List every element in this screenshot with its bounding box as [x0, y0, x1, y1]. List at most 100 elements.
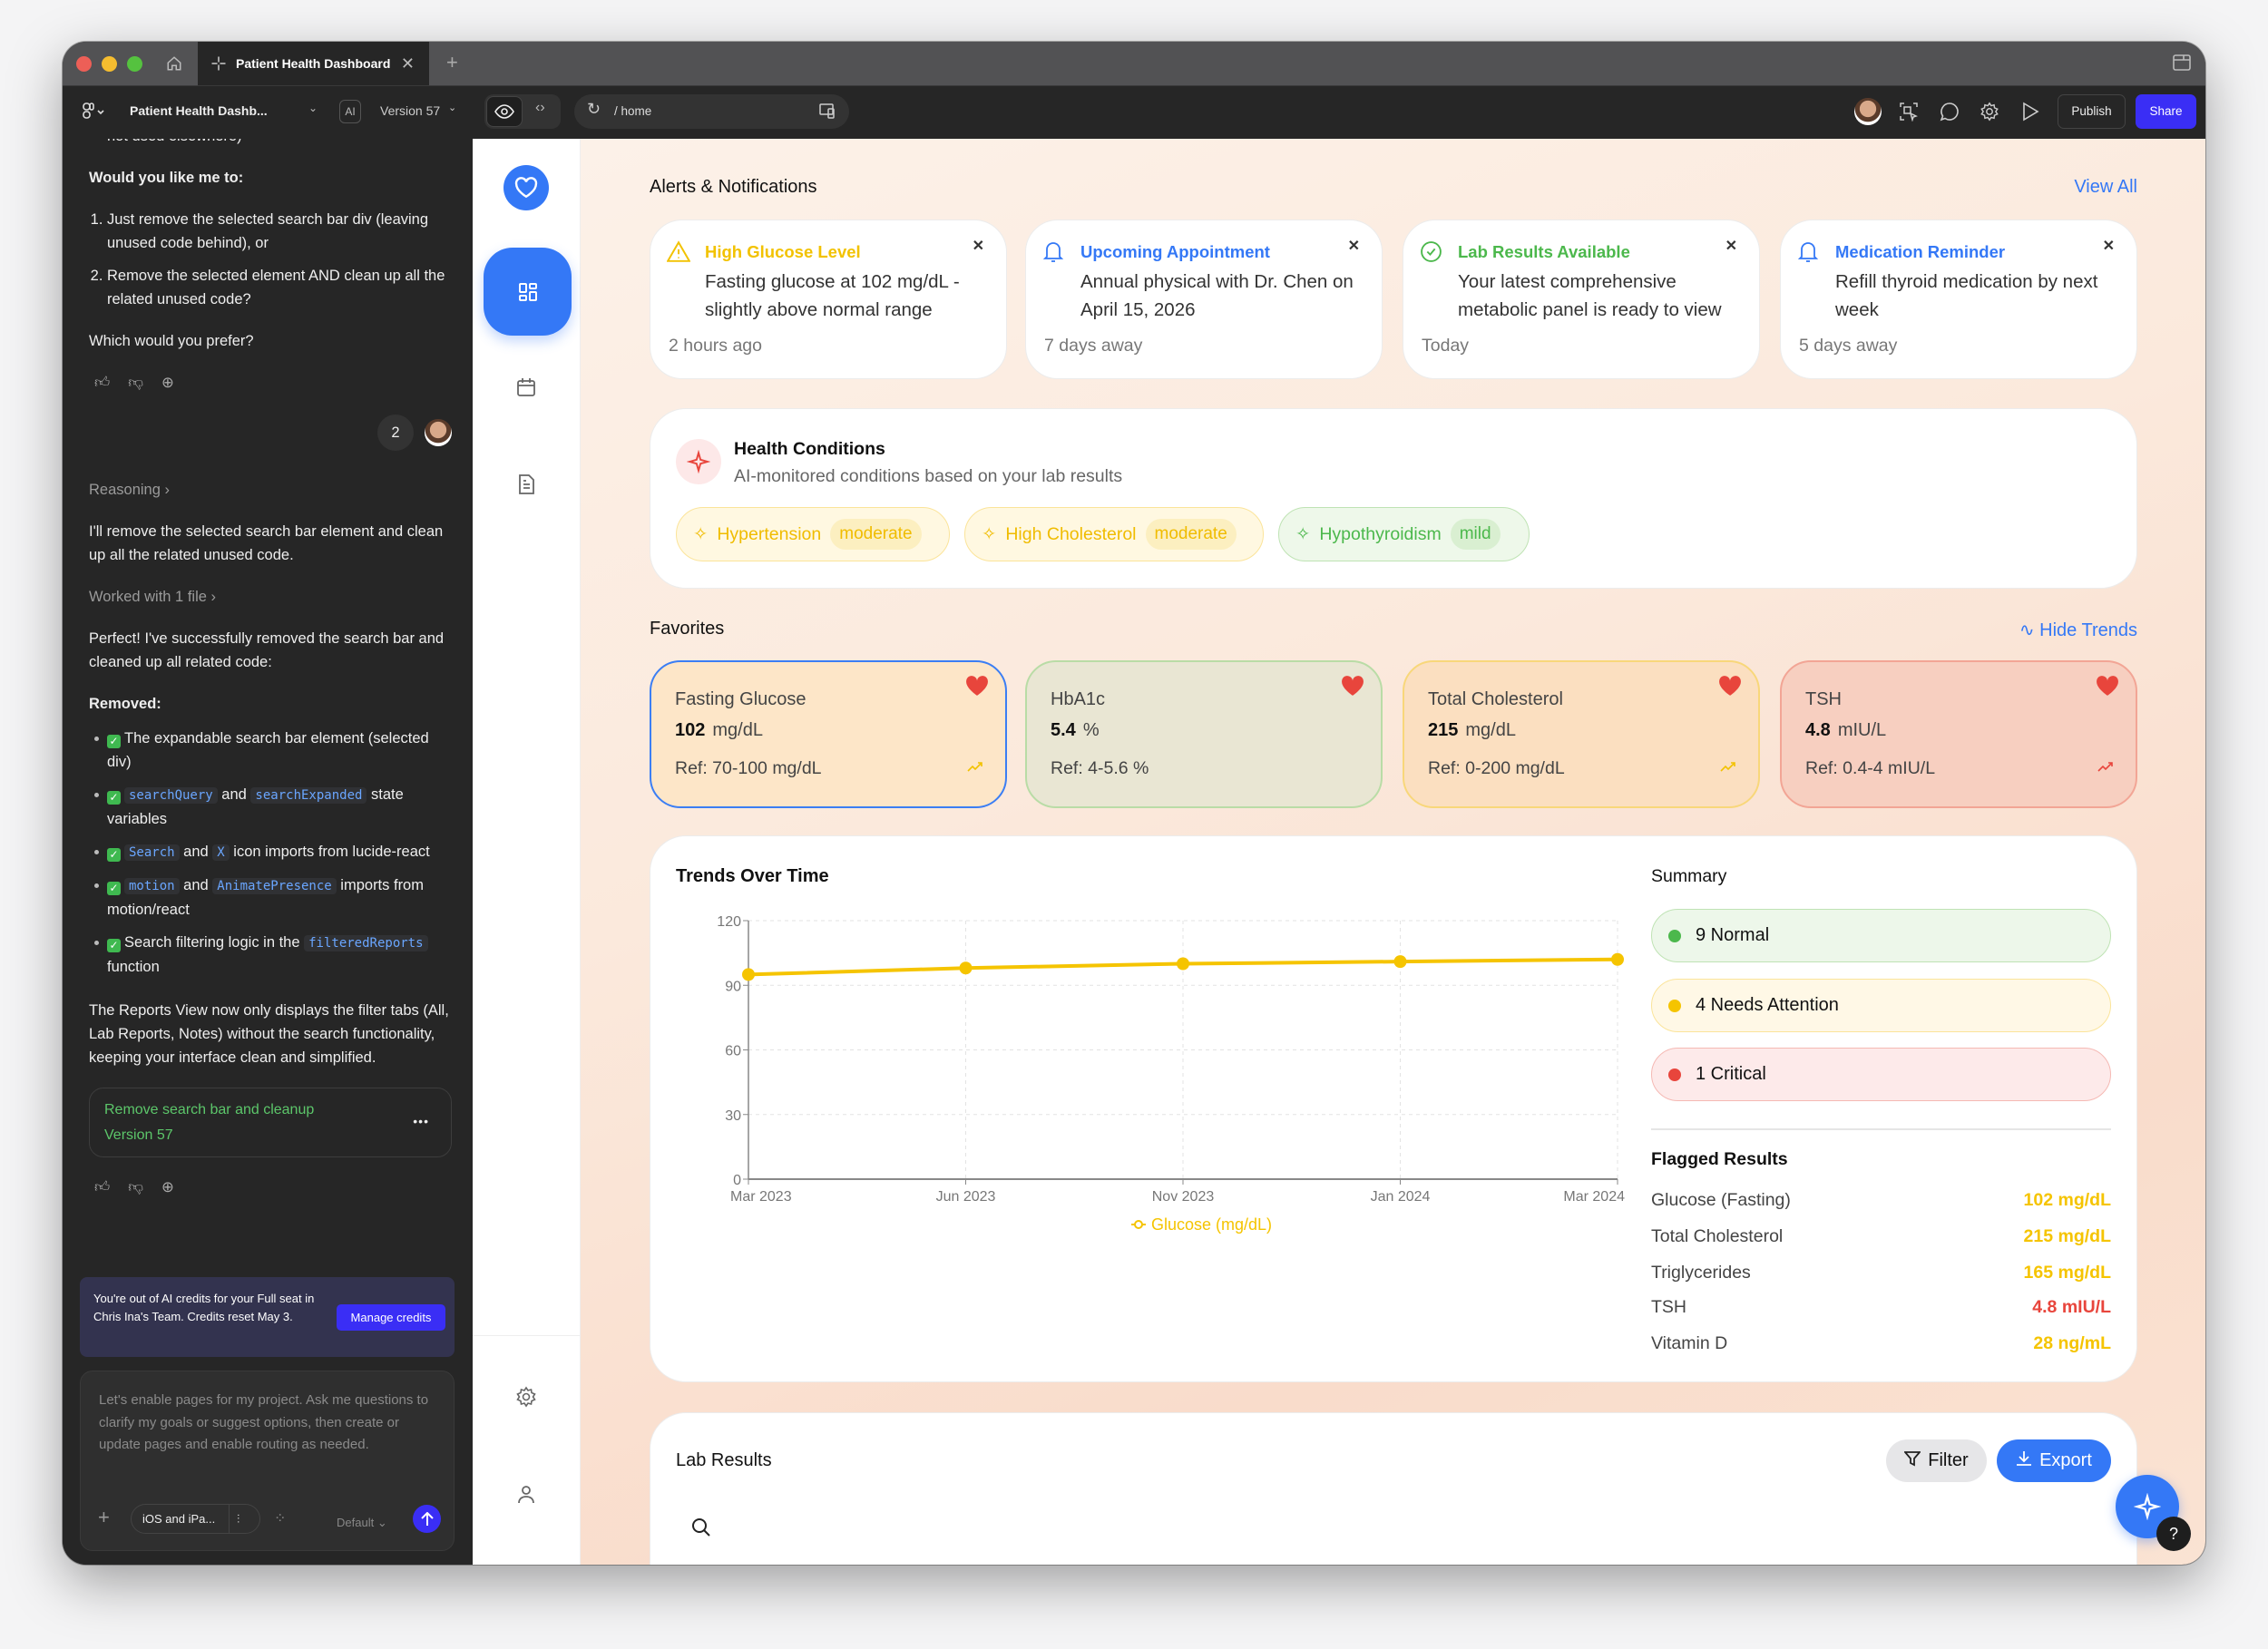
manage-credits-button[interactable]: Manage credits [337, 1304, 445, 1331]
inline-code: Search [124, 844, 180, 861]
close-icon[interactable]: ✕ [2102, 239, 2115, 254]
close-icon[interactable]: ✕ [1725, 239, 1737, 254]
select-element-icon[interactable] [1899, 102, 1919, 122]
thumbs-up-icon[interactable]: 👍︎ [94, 1179, 111, 1195]
device-selector[interactable]: iOS and iPa... ⫶ [131, 1504, 260, 1534]
view-all-link[interactable]: View All [2074, 177, 2137, 197]
close-tab-icon[interactable]: ✕ [400, 54, 415, 73]
close-icon[interactable]: ✕ [1347, 239, 1360, 254]
code-view-icon[interactable]: ‹› [535, 100, 545, 115]
chat-messages[interactable]: not used elsewhere) Would you like me to… [89, 139, 452, 1225]
nav-settings-icon[interactable] [515, 1386, 537, 1408]
project-name[interactable]: Patient Health Dashb... [130, 103, 268, 118]
minimize-window-button[interactable] [102, 56, 117, 72]
play-preview-icon[interactable] [2021, 102, 2039, 122]
warning-icon [666, 240, 691, 267]
nav-document-icon[interactable] [515, 473, 537, 495]
project-chevron-icon[interactable]: ⌄ [308, 102, 318, 114]
flagged-row[interactable]: Glucose (Fasting) 102 mg/dL [1651, 1190, 2111, 1211]
alert-card[interactable]: Medication Reminder ✕ Refill thyroid med… [1780, 220, 2137, 379]
restore-icon[interactable]: ⊕ [161, 375, 174, 391]
share-button[interactable]: Share [2136, 94, 2196, 129]
thumbs-down-icon[interactable]: 👎︎ [128, 1179, 143, 1195]
condition-pill[interactable]: ✧ High Cholesterol moderate [964, 507, 1264, 561]
home-icon[interactable] [163, 53, 185, 74]
reload-icon[interactable]: ↻ [587, 100, 601, 118]
sliders-icon[interactable]: ⫶ [237, 1511, 240, 1526]
flagged-row[interactable]: Triglycerides 165 mg/dL [1651, 1263, 2111, 1283]
model-selector[interactable]: Default ⌄ [337, 1511, 387, 1535]
nav-dashboard[interactable] [484, 248, 572, 336]
favorite-heart-icon[interactable] [2096, 675, 2119, 701]
flagged-row[interactable]: TSH 4.8 mIU/L [1651, 1297, 2111, 1318]
nav-calendar-icon[interactable] [515, 376, 537, 398]
status-critical[interactable]: 1 Critical [1651, 1048, 2111, 1101]
worked-with-toggle[interactable]: Worked with 1 file › [89, 585, 452, 609]
favorite-card[interactable]: Fasting Glucose 102 mg/dL Ref: 70-100 mg/… [650, 660, 1007, 808]
flagged-name: TSH [1651, 1297, 1686, 1317]
settings-gear-icon[interactable] [1980, 102, 1999, 122]
metric-value: 4.8 mIU/L [1805, 720, 1886, 741]
comment-icon[interactable] [1940, 102, 1960, 122]
send-button[interactable] [413, 1505, 441, 1533]
condition-name: High Cholesterol [1005, 523, 1137, 544]
url-path[interactable]: / home [614, 104, 652, 118]
version-chevron-icon[interactable]: ⌄ [448, 102, 457, 113]
thumbs-down-icon[interactable]: 👎︎ [128, 375, 143, 391]
status-needs-attention[interactable]: 4 Needs Attention [1651, 979, 2111, 1032]
chat-text: The Reports View now only displays the f… [89, 1002, 449, 1066]
favorite-card[interactable]: HbA1c 5.4% Ref: 4-5.6 % [1025, 660, 1383, 808]
alert-title: High Glucose Level [705, 242, 861, 261]
favorite-card[interactable]: Total Cholesterol 215 mg/dL Ref: 0-200 mg… [1403, 660, 1760, 808]
close-icon[interactable]: ✕ [972, 239, 984, 254]
chevron-right-icon: › [164, 482, 170, 498]
export-button[interactable]: Export [1997, 1439, 2111, 1482]
user-message-badge[interactable]: 2 [377, 415, 414, 451]
responsive-view-icon[interactable] [819, 102, 836, 119]
inline-code: AnimatePresence [212, 878, 337, 894]
thumbs-up-icon[interactable]: 👍︎ [94, 375, 111, 391]
alert-card[interactable]: Upcoming Appointment ✕ Annual physical w… [1025, 220, 1383, 379]
condition-pill[interactable]: ✧ Hypertension moderate [676, 507, 950, 561]
favorite-heart-icon[interactable] [1718, 675, 1742, 701]
filter-button[interactable]: Filter [1886, 1439, 1987, 1482]
browser-tab-active[interactable]: Patient Health Dashboard ✕ [198, 42, 429, 85]
status-normal[interactable]: 9 Normal [1651, 909, 2111, 962]
restore-icon[interactable]: ⊕ [161, 1179, 174, 1195]
removed-list: ✓ The expandable search bar element (sele… [89, 727, 452, 979]
maximize-window-button[interactable] [127, 56, 142, 72]
workspace-menu-icon[interactable] [82, 102, 105, 122]
hide-trends-button[interactable]: ∿ Hide Trends [2019, 619, 2137, 641]
sidebar-toggle-icon[interactable] [2173, 54, 2191, 71]
nav-profile-icon[interactable] [515, 1483, 537, 1505]
close-window-button[interactable] [76, 56, 92, 72]
version-selector[interactable]: Version 57 [380, 103, 441, 118]
favorite-heart-icon[interactable] [965, 675, 989, 701]
add-attachment-icon[interactable]: + [98, 1506, 110, 1528]
url-bar[interactable] [574, 94, 849, 129]
alert-card[interactable]: Lab Results Available ✕ Your latest comp… [1403, 220, 1760, 379]
favorite-card[interactable]: TSH 4.8 mIU/L Ref: 0.4-4 mIU/L [1780, 660, 2137, 808]
alert-body: Refill thyroid medication by next week [1835, 271, 2098, 320]
chat-input-box[interactable]: Let's enable pages for my project. Ask m… [80, 1371, 455, 1551]
heart-logo-icon[interactable] [503, 165, 549, 210]
publish-button[interactable]: Publish [2058, 94, 2126, 129]
chat-input-placeholder[interactable]: Let's enable pages for my project. Ask m… [99, 1392, 429, 1452]
alert-card[interactable]: High Glucose Level ✕ Fasting glucose at … [650, 220, 1007, 379]
user-avatar[interactable] [1854, 98, 1882, 125]
preview-eye-icon[interactable] [486, 96, 523, 127]
more-options-icon[interactable]: ••• [413, 1114, 429, 1128]
flagged-row[interactable]: Vitamin D 28 ng/mL [1651, 1333, 2111, 1354]
legend-label: Glucose (mg/dL) [1151, 1215, 1272, 1234]
search-icon[interactable] [690, 1517, 712, 1543]
favorite-heart-icon[interactable] [1341, 675, 1364, 701]
version-card[interactable]: Remove search bar and cleanup Version 57… [89, 1088, 452, 1157]
severity-badge: moderate [1145, 519, 1237, 550]
ai-badge[interactable]: AI [339, 100, 361, 123]
flagged-row[interactable]: Total Cholesterol 215 mg/dL [1651, 1226, 2111, 1247]
cursor-click-icon[interactable]: ⁘ [274, 1511, 287, 1527]
condition-pill[interactable]: ✧ Hypothyroidism mild [1278, 507, 1530, 561]
reasoning-toggle[interactable]: Reasoning › [89, 478, 452, 502]
new-tab-button[interactable]: + [446, 51, 458, 73]
help-button[interactable]: ? [2156, 1517, 2191, 1551]
